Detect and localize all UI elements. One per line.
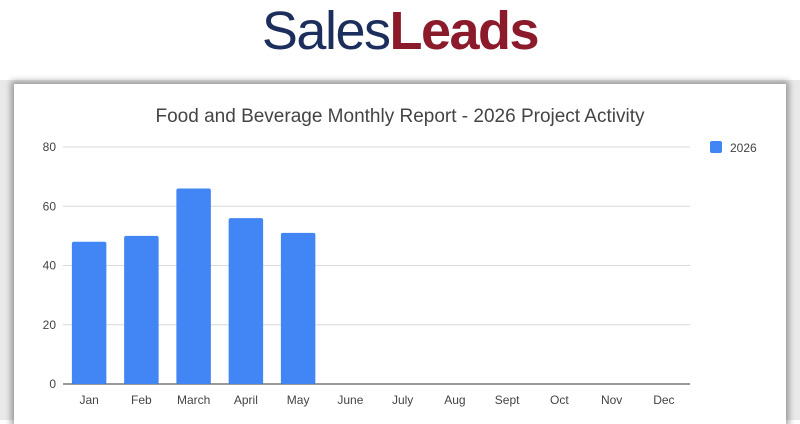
x-tick-label: Dec xyxy=(653,393,674,407)
legend: 2026 xyxy=(710,141,757,155)
legend-label: 2026 xyxy=(730,141,757,155)
y-axis-ticks: 0 20 40 60 80 xyxy=(43,140,57,391)
logo-leads: Leads xyxy=(389,1,540,61)
x-tick-label: March xyxy=(177,393,210,407)
y-tick-label: 0 xyxy=(49,377,56,391)
x-tick-label: Nov xyxy=(601,393,622,407)
y-tick-label: 20 xyxy=(43,318,57,332)
bar-april[interactable] xyxy=(228,218,264,384)
chart-title: Food and Beverage Monthly Report - 2026 … xyxy=(156,106,645,127)
x-tick-label: Aug xyxy=(444,393,465,407)
bar-feb[interactable] xyxy=(124,235,159,384)
y-tick-label: 40 xyxy=(43,259,57,273)
bar-jan[interactable] xyxy=(71,241,107,384)
bar-may[interactable] xyxy=(280,232,316,384)
y-tick-label: 60 xyxy=(43,199,57,213)
bar-march[interactable] xyxy=(176,188,211,384)
header-band: SalesLeads xyxy=(0,0,800,80)
x-axis-ticks: Jan Feb March April May June July Aug Sept Oct Nov… xyxy=(79,393,674,407)
x-tick-label: Jan xyxy=(79,393,98,407)
saleslead-logo[interactable]: SalesLeads xyxy=(0,0,800,62)
x-tick-label: April xyxy=(234,393,258,407)
x-tick-label: Sept xyxy=(495,393,520,407)
bars xyxy=(71,188,316,384)
x-tick-label: Oct xyxy=(550,393,569,407)
gridlines xyxy=(63,146,690,385)
x-tick-label: July xyxy=(392,393,413,407)
logo-sales: Sales xyxy=(261,1,391,61)
y-tick-label: 80 xyxy=(43,140,57,154)
x-tick-label: June xyxy=(337,393,363,407)
x-tick-label: May xyxy=(287,393,310,407)
legend-swatch xyxy=(710,141,722,153)
x-tick-label: Feb xyxy=(131,393,152,407)
